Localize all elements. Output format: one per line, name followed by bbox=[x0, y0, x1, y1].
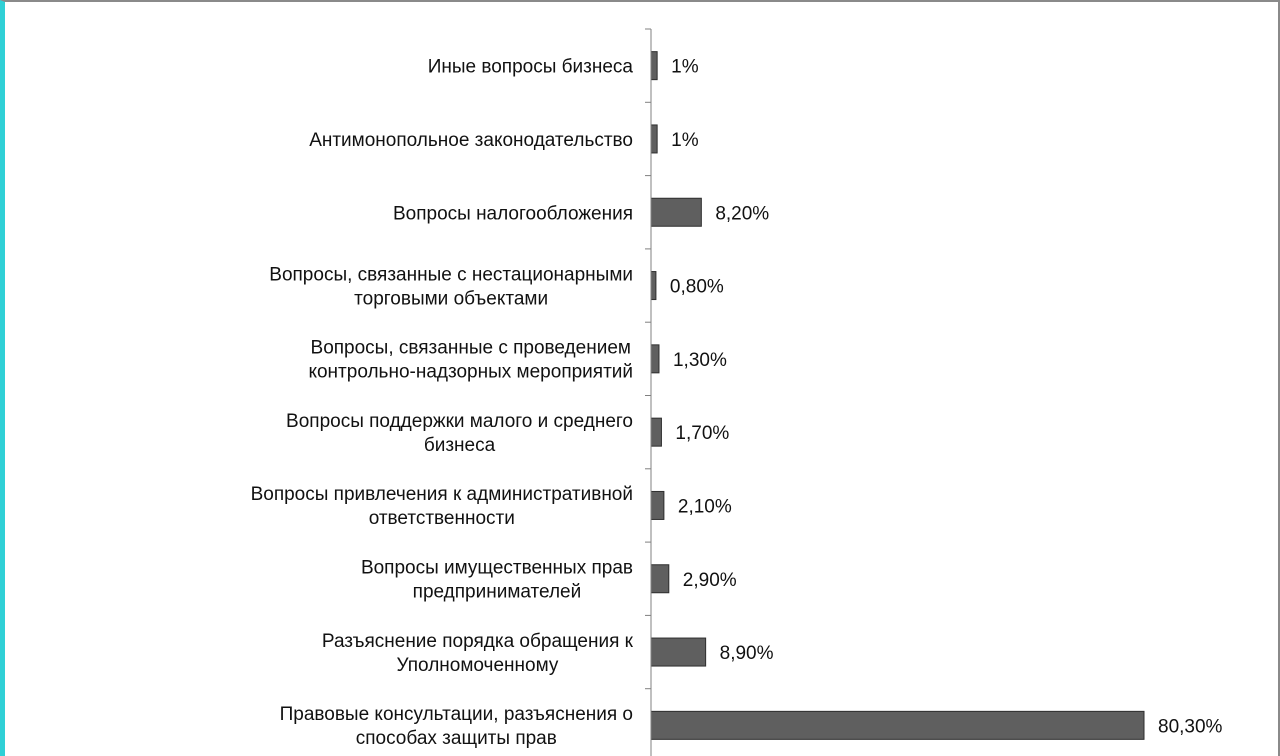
bar bbox=[650, 344, 660, 374]
bar bbox=[650, 490, 665, 520]
category-axis bbox=[645, 28, 652, 756]
value-label: 0,80% bbox=[670, 277, 724, 298]
bar bbox=[650, 710, 1145, 740]
category-label: Вопросы привлечения к административной от… bbox=[251, 484, 633, 529]
bar bbox=[650, 51, 658, 81]
category-label: Вопросы имущественных прав предпринимател… bbox=[361, 557, 633, 602]
category-label: Антимонопольное законодательство bbox=[309, 130, 633, 151]
bar bbox=[650, 271, 657, 301]
value-label: 1% bbox=[671, 57, 699, 78]
value-label: 2,90% bbox=[683, 570, 737, 591]
category-label: Вопросы, связанные с нестационарными торг… bbox=[269, 264, 633, 309]
bar bbox=[650, 417, 662, 447]
value-label: 1% bbox=[671, 130, 699, 151]
category-label: Вопросы, связанные с проведением контроль… bbox=[308, 338, 633, 383]
value-label: 1,70% bbox=[675, 423, 729, 444]
value-label: 80,30% bbox=[1158, 716, 1223, 737]
category-label: Вопросы налогообложения bbox=[393, 203, 633, 224]
bar bbox=[650, 564, 670, 594]
category-label: Иные вопросы бизнеса bbox=[428, 57, 634, 78]
value-label: 8,20% bbox=[715, 203, 769, 224]
value-label: 1,30% bbox=[673, 350, 727, 371]
bar bbox=[650, 124, 658, 154]
value-label: 2,10% bbox=[678, 496, 732, 517]
category-label: Вопросы поддержки малого и среднего бизне… bbox=[286, 411, 633, 456]
bars-layer bbox=[650, 51, 1145, 740]
category-labels: Иные вопросы бизнеса Антимонопольное зако… bbox=[251, 57, 634, 749]
bar-chart: Иные вопросы бизнеса Антимонопольное зако… bbox=[251, 28, 1223, 756]
value-label: 8,90% bbox=[720, 643, 774, 664]
category-label: Правовые консультации, разъяснения о спос… bbox=[280, 704, 633, 749]
category-label: Разъяснение порядка обращения к Уполномоч… bbox=[322, 631, 634, 676]
value-labels: 1% 1% 8,20% 0,80% 1,30% 1,70% 2,10% 2,90% 8,90% 8… bbox=[670, 57, 1223, 738]
bar bbox=[650, 197, 702, 227]
bar bbox=[650, 637, 707, 667]
